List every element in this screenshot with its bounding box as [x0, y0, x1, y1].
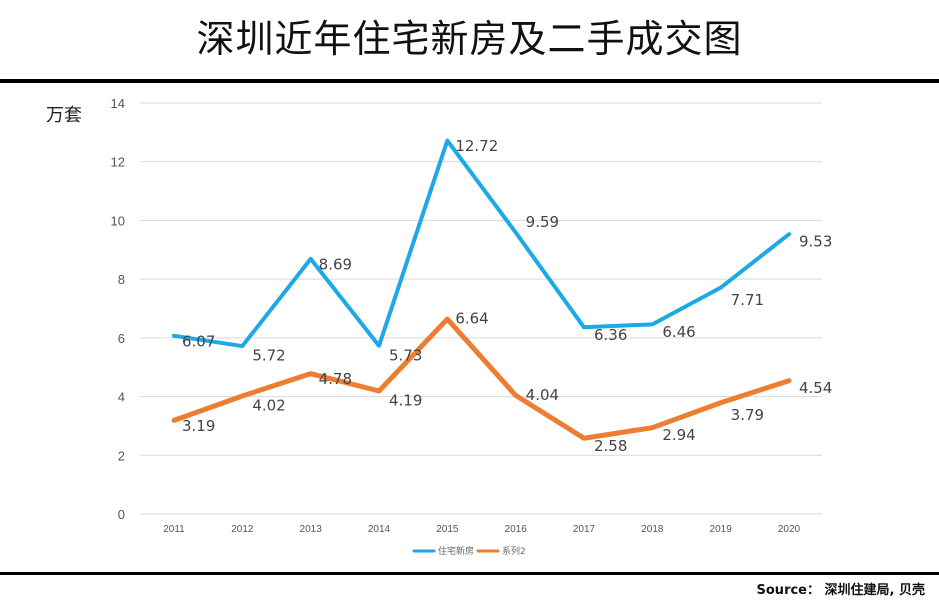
- x-tick-label: 2018: [641, 524, 664, 535]
- y-tick-label: 2: [118, 448, 125, 463]
- x-tick-label: 2014: [368, 524, 391, 535]
- data-label: 6.64: [455, 310, 488, 328]
- data-label: 6.46: [662, 323, 695, 341]
- series-line: [172, 138, 791, 349]
- legend-entry: 住宅新房: [438, 545, 474, 557]
- series-lines: [171, 138, 792, 441]
- data-label: 8.69: [319, 255, 352, 273]
- data-label: 7.71: [731, 291, 764, 309]
- x-tick-label: 2012: [231, 524, 254, 535]
- data-label: 4.54: [799, 379, 832, 397]
- y-tick-label: 0: [118, 507, 125, 522]
- data-label: 9.53: [799, 233, 832, 251]
- x-tick-label: 2011: [163, 524, 185, 535]
- legend: 住宅新房 系列2: [412, 545, 526, 557]
- data-label: 4.02: [252, 396, 285, 414]
- y-tick-label: 8: [118, 272, 125, 287]
- y-tick-label: 4: [118, 390, 125, 405]
- x-tick-label: 2020: [778, 524, 801, 535]
- data-label: 6.07: [182, 332, 215, 350]
- bottom-rule: [0, 572, 939, 575]
- data-labels: 6.07 5.72 8.69 5.73 12.72 9.59 6.36 6.46 7.71 9.5…: [182, 137, 832, 455]
- data-label: 6.36: [594, 326, 627, 344]
- grid-lines: [140, 102, 822, 515]
- y-tick-label: 12: [111, 155, 125, 170]
- y-axis-ticks: 0 2 4 6 8 10 12 14: [111, 96, 125, 522]
- data-label: 4.04: [526, 386, 559, 404]
- series-line: [171, 316, 792, 441]
- y-tick-label: 14: [111, 96, 125, 111]
- data-label: 12.72: [455, 137, 498, 155]
- x-axis-ticks: 2011 2012 2013 2014 2015 2016 2017 2018 2019 2020: [163, 524, 800, 535]
- y-tick-label: 6: [118, 331, 125, 346]
- x-tick-label: 2015: [436, 524, 459, 535]
- legend-entry: 系列2: [502, 545, 526, 557]
- data-label: 4.78: [319, 370, 352, 388]
- x-tick-label: 2017: [573, 524, 596, 535]
- y-tick-label: 10: [111, 213, 125, 228]
- data-label: 2.94: [662, 426, 695, 444]
- data-label: 4.19: [389, 391, 422, 409]
- top-rule: [0, 79, 939, 83]
- data-label: 3.19: [182, 417, 215, 435]
- y-axis-unit-label: 万套: [46, 105, 82, 126]
- x-tick-label: 2016: [505, 524, 528, 535]
- data-label: 9.59: [526, 213, 559, 231]
- line-chart: 0 2 4 6 8 10 12 14 2011 2012 2013 2014 2015 2016 2017…: [111, 96, 833, 557]
- source-note: Source： 深圳住建局, 贝壳: [756, 583, 925, 598]
- data-label: 2.58: [594, 437, 627, 455]
- x-tick-label: 2013: [300, 524, 323, 535]
- chart-title: 深圳近年住宅新房及二手成交图: [196, 17, 743, 61]
- data-label: 5.72: [252, 347, 285, 365]
- data-label: 3.79: [731, 406, 764, 424]
- data-label: 5.73: [389, 346, 422, 364]
- x-tick-label: 2019: [710, 524, 733, 535]
